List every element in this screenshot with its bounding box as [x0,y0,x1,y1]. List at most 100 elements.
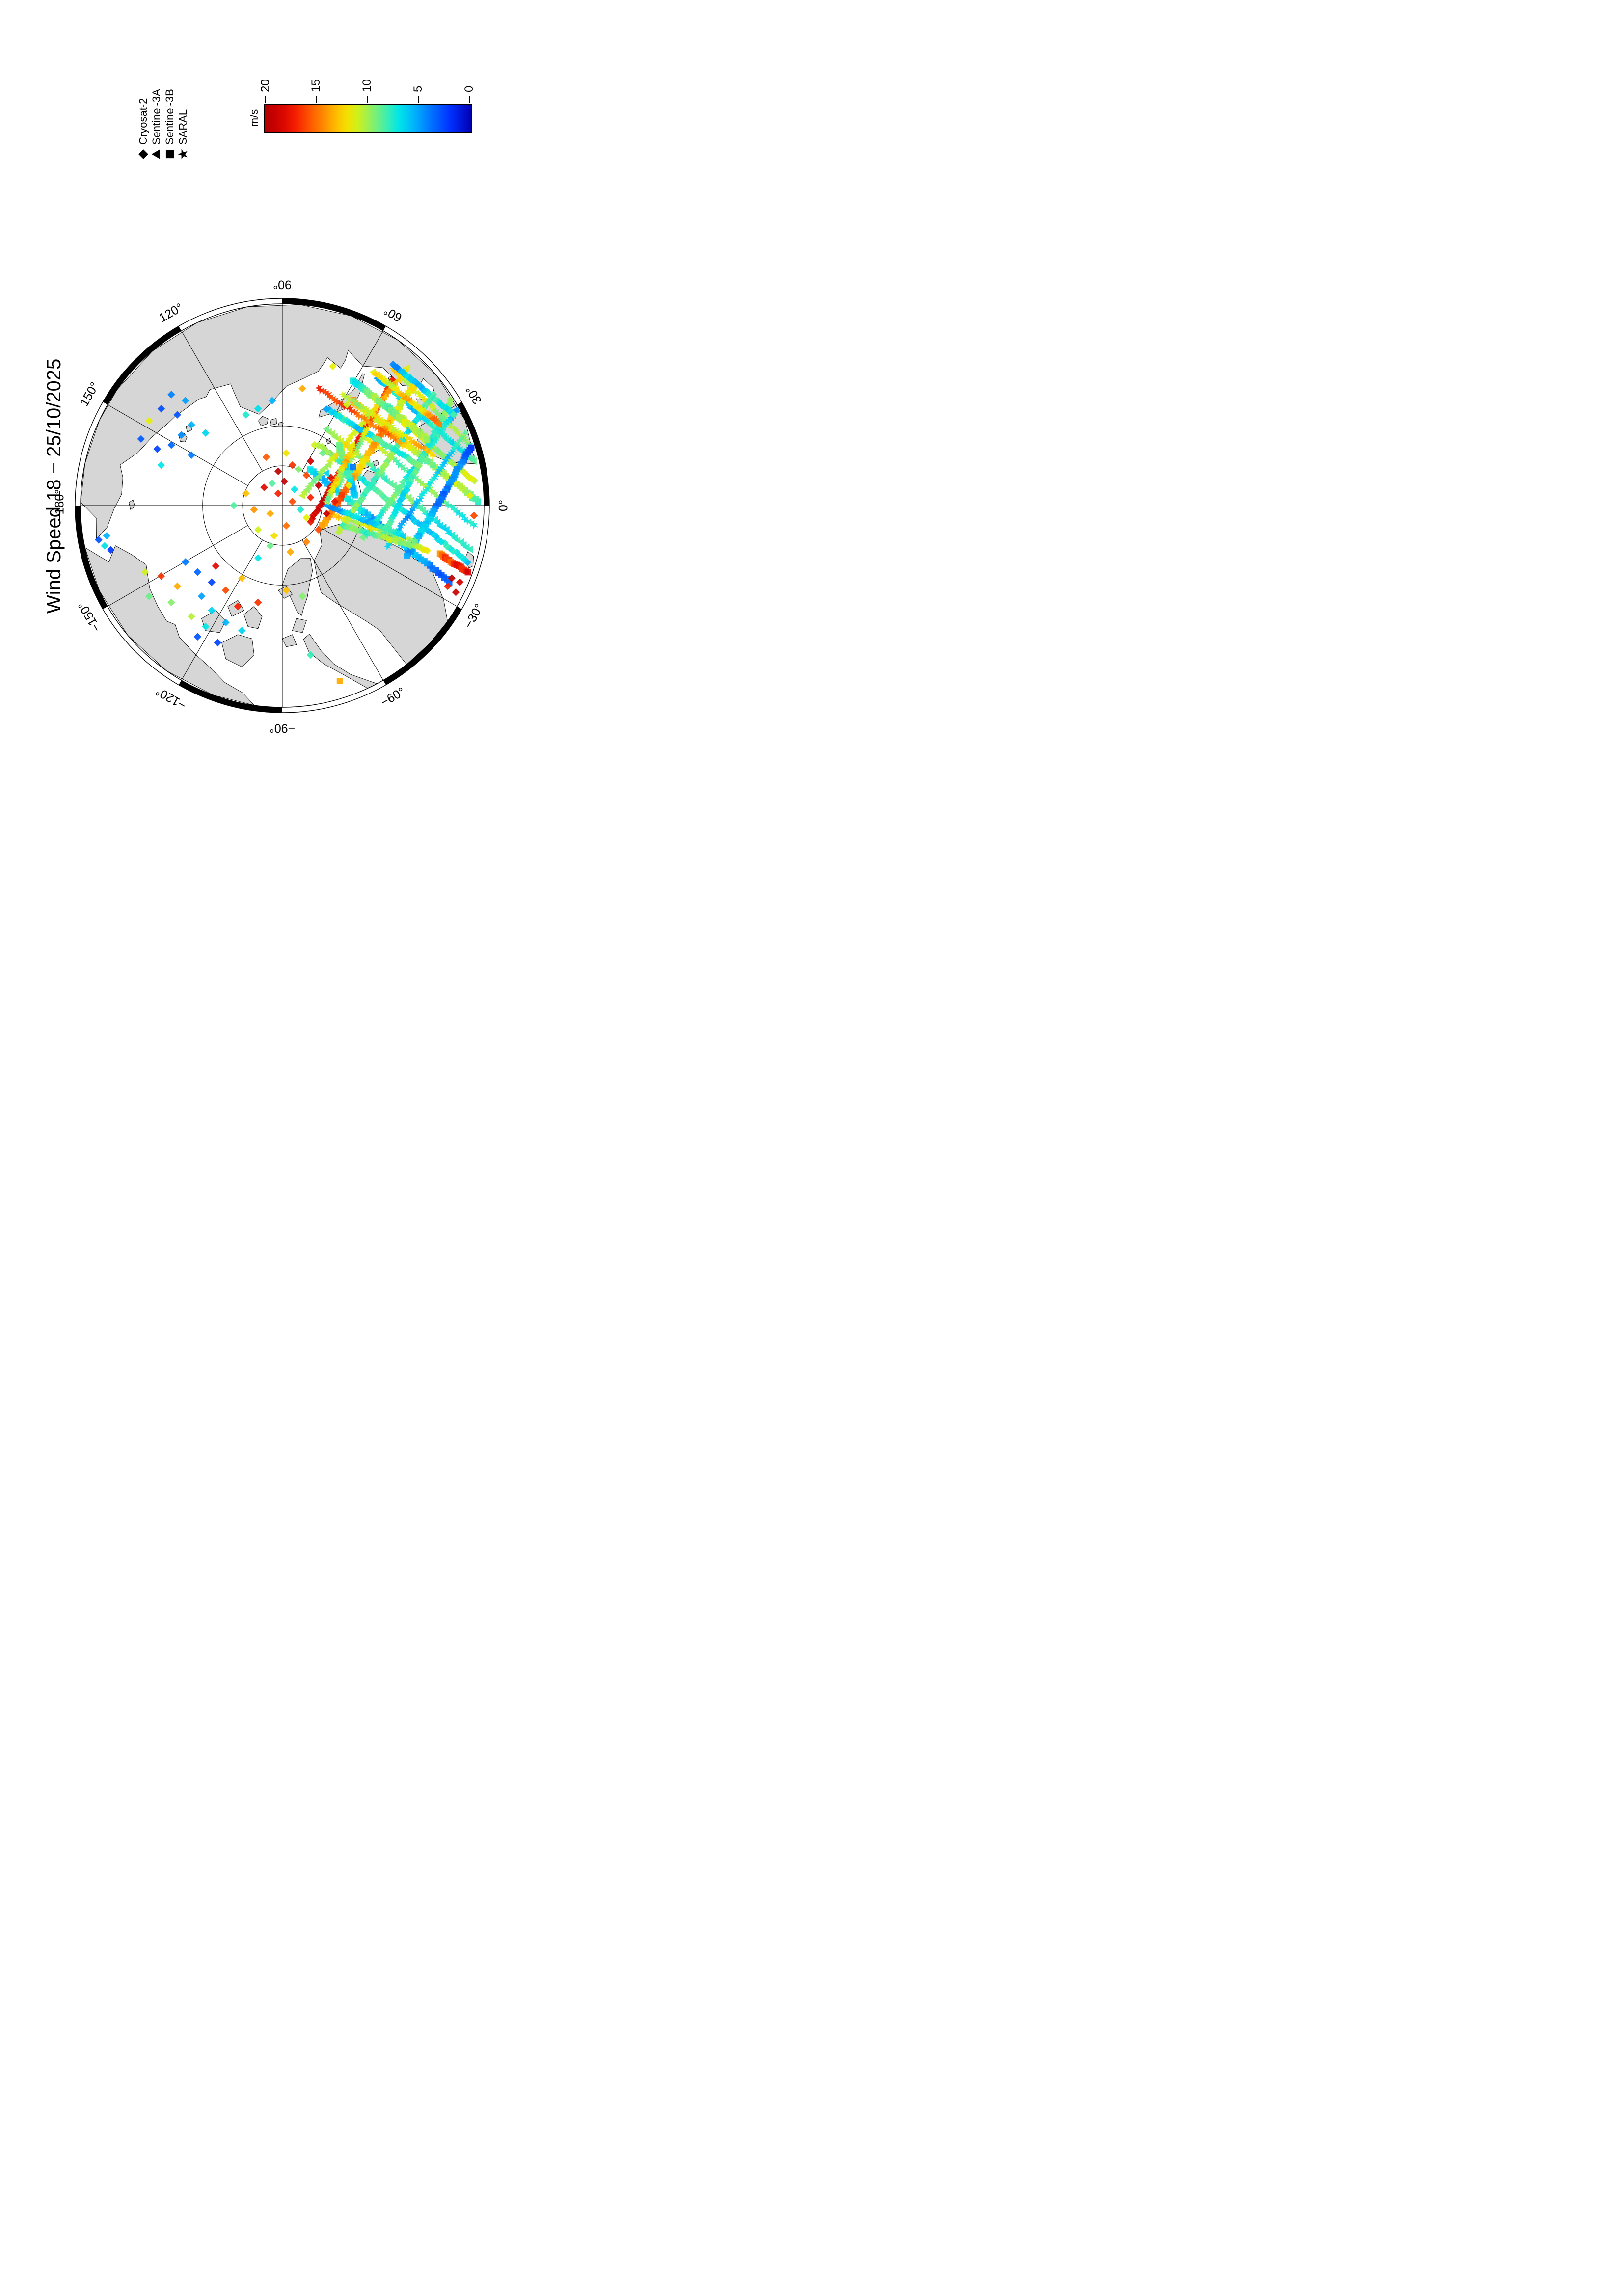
longitude-label: −150° [76,599,104,634]
diamond-icon [137,148,149,160]
data-point-saral [413,497,421,506]
data-point-saral [431,473,438,481]
data-point-cryosat-2 [260,483,268,491]
data-point-saral [410,439,418,447]
data-point-sentinel-3b [336,678,343,684]
longitude-label: −60° [379,685,407,709]
square-glyph [165,150,174,159]
data-point-cryosat-2 [318,443,326,451]
data-point-saral [450,443,459,452]
data-point-cryosat-2 [351,505,359,512]
data-point-cryosat-2 [145,592,153,600]
data-point-saral [400,465,408,474]
land-svalbard-edgeoya [373,460,379,466]
data-point-saral [339,390,347,399]
data-point-saral [389,364,397,373]
data-point-saral [332,512,341,521]
data-point-cryosat-2 [306,493,315,502]
data-point-cryosat-2 [254,526,262,534]
data-point-saral [470,521,478,530]
data-point-cryosat-2 [385,455,393,463]
data-point-cryosat-2 [202,429,210,437]
data-point-saral [364,523,373,532]
data-point-saral [352,448,360,456]
data-point-cryosat-2 [456,578,464,586]
data-point-saral [336,399,344,408]
data-point-saral [385,430,393,439]
data-point-sentinel-3b [319,522,325,529]
triangle-glyph [151,149,160,159]
data-point-saral [380,427,388,436]
data-point-cryosat-2 [398,450,406,458]
data-point-saral [417,443,426,452]
data-point-cryosat-2 [153,445,161,453]
data-point-cryosat-2 [323,509,331,518]
frame-sector-black [75,506,108,609]
data-point-cryosat-2 [412,466,421,474]
data-point-saral [408,505,416,513]
land-greenland [314,520,448,665]
data-point-cryosat-2 [407,474,415,482]
data-point-saral [427,449,435,458]
data-point-saral [354,401,363,410]
data-point-cryosat-2 [254,554,262,562]
data-point-sentinel-3a [435,421,442,429]
data-point-saral [335,513,343,522]
data-point-cryosat-2 [411,517,419,525]
data-point-cryosat-2 [330,409,339,417]
data-point-saral [429,403,437,411]
data-point-cryosat-2 [325,405,334,414]
data-point-sentinel-3a [345,435,352,443]
data-point-saral [352,518,361,527]
data-point-saral [433,410,442,418]
data-point-saral [346,404,354,413]
data-point-saral [449,446,457,454]
data-point-saral [378,426,385,434]
figure-title: Wind Speed 18 − 25/10/2025 [43,358,65,614]
data-point-saral [433,468,442,477]
longitude-label: 60° [381,303,405,324]
data-point-sentinel-3a [416,504,423,511]
data-point-cryosat-2 [404,482,411,491]
data-point-cryosat-2 [242,411,250,419]
data-point-saral [343,515,351,523]
data-point-cryosat-2 [157,461,165,469]
data-point-cryosat-2 [319,498,326,506]
data-point-saral [467,519,475,527]
data-point-cryosat-2 [314,441,323,450]
data-point-saral [402,515,409,523]
data-point-cryosat-2 [208,578,216,586]
data-point-saral [369,410,377,419]
data-point-saral [330,511,338,520]
data-point-cryosat-2 [385,520,393,529]
data-point-cryosat-2 [335,528,343,536]
longitude-label: 90° [273,277,292,291]
frame-sector-black [103,326,182,405]
data-point-saral [384,528,392,537]
data-point-saral [355,412,363,421]
data-point-cryosat-2 [358,426,366,434]
data-point-cryosat-2 [137,435,145,443]
data-point-saral [345,396,353,404]
legend-row: Sentinel-3B [163,89,176,160]
land-victoria [221,634,254,667]
data-point-cryosat-2 [167,391,175,399]
data-point-cryosat-2 [197,592,206,600]
land-ellesmere [282,558,313,616]
data-point-saral [328,394,337,402]
data-point-saral [354,440,363,449]
data-point-cryosat-2 [188,613,195,620]
triangle-icon [151,148,162,160]
longitude-label: −180° [53,489,67,522]
data-point-cryosat-2 [242,489,250,498]
data-point-saral [382,429,390,438]
legend-label: Sentinel-3A [150,89,162,145]
data-point-sentinel-3a [354,453,361,460]
data-point-saral [396,429,405,438]
data-point-saral [390,366,399,375]
longitude-label: 30° [463,383,485,406]
data-point-cryosat-2 [173,411,182,419]
data-point-saral [344,393,352,401]
data-point-cryosat-2 [445,457,453,465]
data-point-saral [422,485,430,494]
